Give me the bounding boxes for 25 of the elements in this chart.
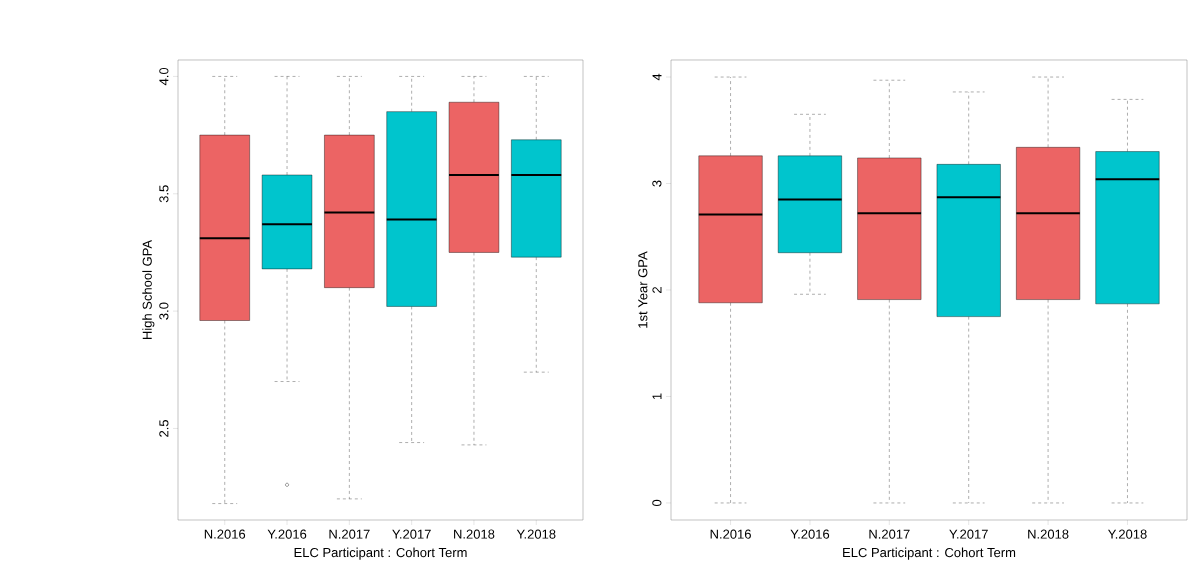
x-tick-label: Y.2018 <box>516 529 556 539</box>
y-tick-label: 0 <box>652 499 662 507</box>
x-tick-label: N.2018 <box>454 529 495 539</box>
x-tick-label: Y.2017 <box>949 529 988 539</box>
y-axis-title: High School GPA <box>142 239 155 340</box>
x-tick-label: N.2016 <box>710 529 751 539</box>
y-tick-label: 4.0 <box>159 67 169 86</box>
x-tick-label: Y.2016 <box>790 529 830 539</box>
y-tick-label: 3.0 <box>159 302 169 320</box>
x-axis-title: ELC Participant : Cohort Term <box>294 547 467 560</box>
x-tick-label: N.2018 <box>1028 529 1069 539</box>
y-tick-label: 1 <box>652 393 662 400</box>
y-tick-label: 4 <box>652 73 662 81</box>
x-axis-title: ELC Participant : Cohort Term <box>843 547 1016 560</box>
y-axis-title: 1st Year GPA <box>638 251 648 328</box>
x-tick-label: N.2016 <box>204 529 246 539</box>
y-tick-label: 2 <box>652 287 662 293</box>
x-tick-label: N.2017 <box>869 529 910 539</box>
x-tick-label: Y.2018 <box>1107 529 1147 539</box>
y-tick-label: 3.5 <box>159 185 169 203</box>
y-tick-label: 2.5 <box>159 419 169 437</box>
x-tick-label: N.2017 <box>329 529 370 539</box>
y-tick-label: 3 <box>652 180 662 187</box>
x-tick-label: Y.2017 <box>392 529 431 539</box>
x-tick-label: Y.2016 <box>267 529 307 539</box>
